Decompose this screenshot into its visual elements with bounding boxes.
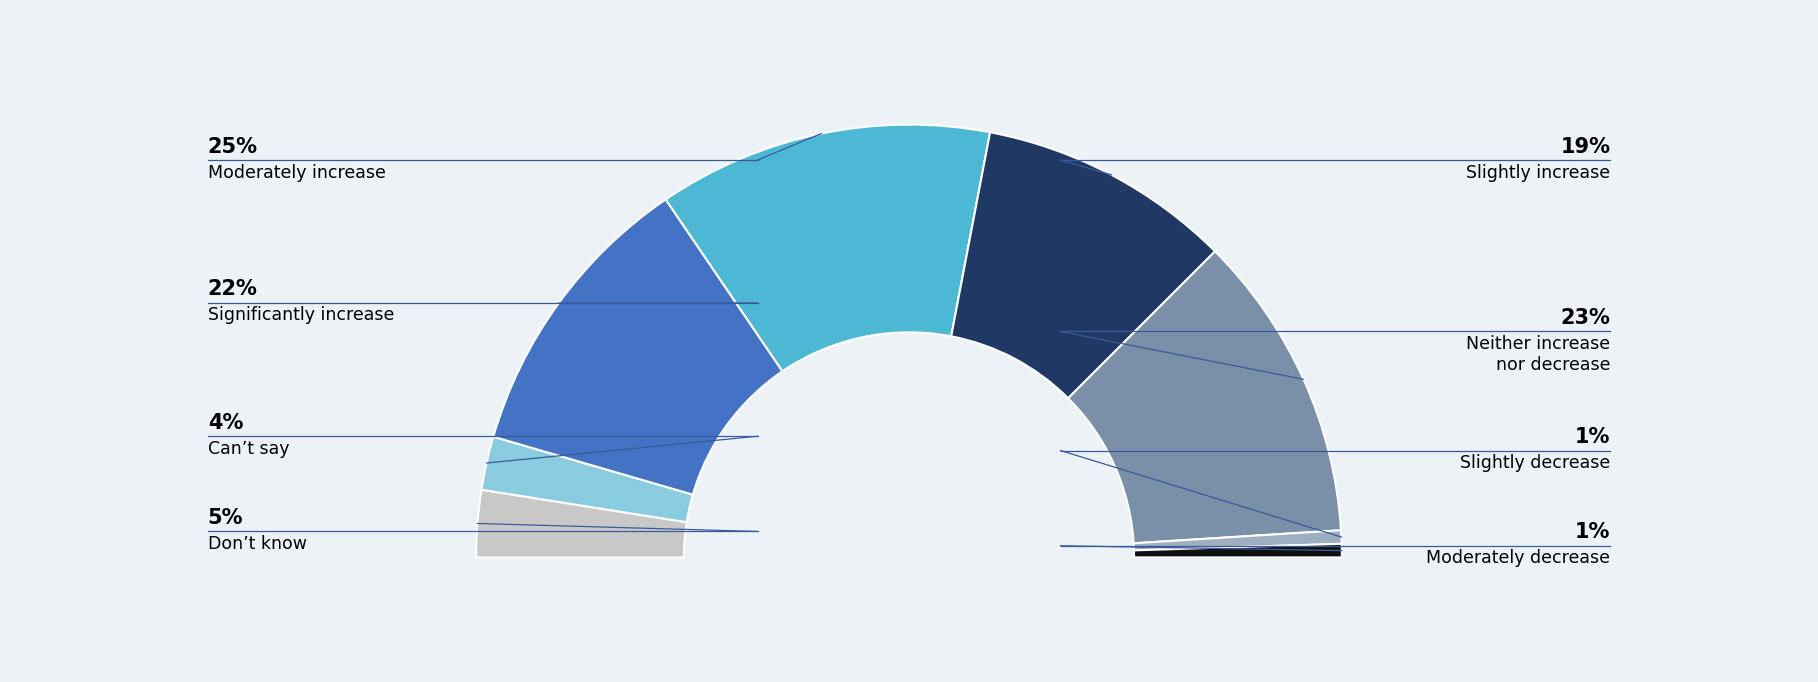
Wedge shape [493, 199, 782, 494]
Text: 22%: 22% [207, 280, 258, 299]
Text: 25%: 25% [207, 136, 258, 157]
Wedge shape [476, 490, 687, 557]
Text: Can’t say: Can’t say [207, 440, 289, 458]
Text: 19%: 19% [1560, 136, 1611, 157]
Text: Moderately increase: Moderately increase [207, 164, 385, 181]
Text: Slightly increase: Slightly increase [1465, 164, 1611, 181]
Text: 4%: 4% [207, 413, 244, 433]
Text: Slightly decrease: Slightly decrease [1460, 454, 1611, 472]
Text: 1%: 1% [1574, 427, 1611, 447]
Wedge shape [1069, 252, 1342, 544]
Text: 5%: 5% [207, 508, 244, 528]
Text: 1%: 1% [1574, 522, 1611, 542]
Text: Neither increase
nor decrease: Neither increase nor decrease [1465, 335, 1611, 374]
Text: 23%: 23% [1560, 308, 1611, 328]
Wedge shape [951, 132, 1214, 398]
Wedge shape [482, 436, 693, 522]
Text: Don’t know: Don’t know [207, 535, 307, 553]
Wedge shape [665, 125, 991, 371]
Text: Moderately decrease: Moderately decrease [1427, 549, 1611, 567]
Text: Significantly increase: Significantly increase [207, 306, 395, 325]
Wedge shape [1134, 530, 1342, 550]
Wedge shape [1134, 544, 1342, 557]
